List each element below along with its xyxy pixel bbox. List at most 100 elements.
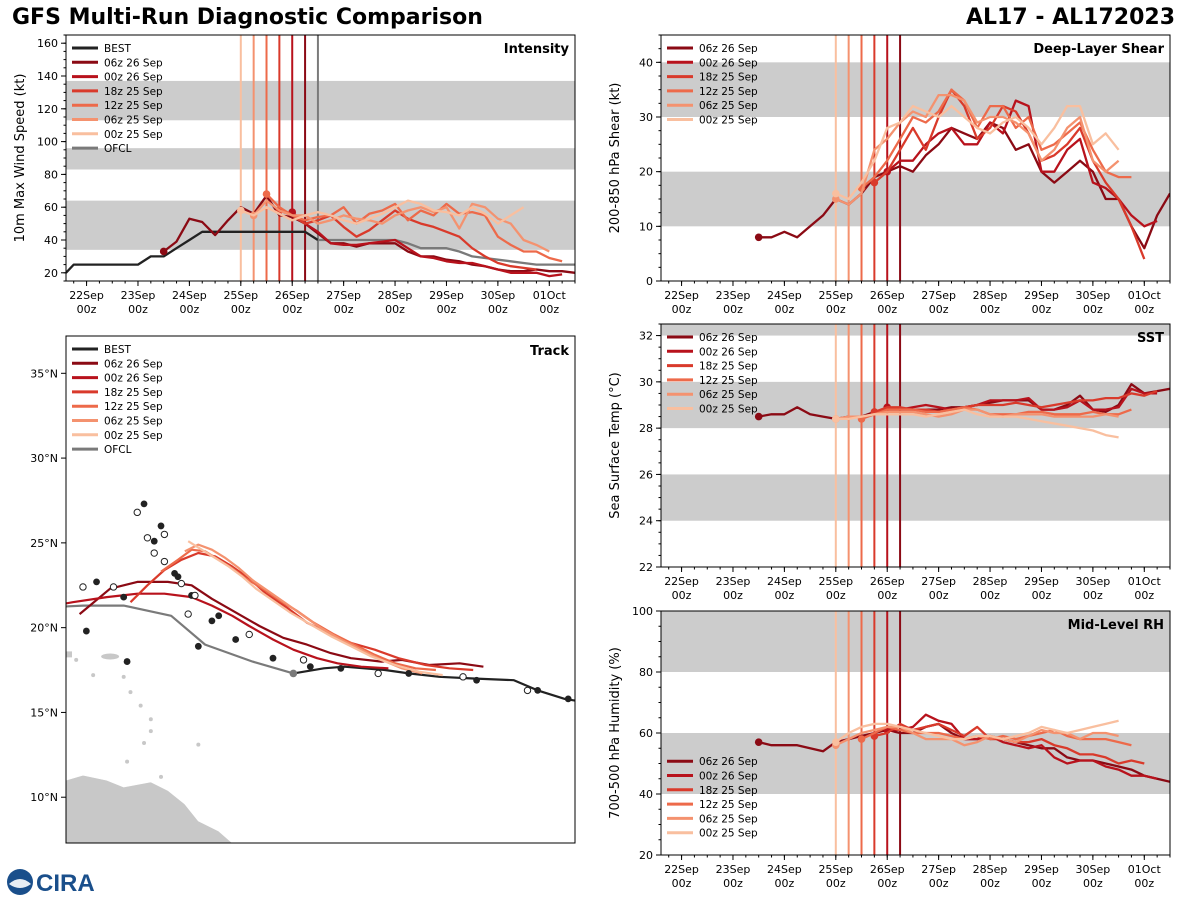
track-ytick-label: 35°N: [30, 367, 58, 380]
shear-series-06z-26-sep: [758, 121, 1170, 250]
panel-rh: 2040608010022Sep00z23Sep00z24Sep00z25Sep…: [608, 605, 1171, 890]
intensity-xtick-sublabel: 00z: [77, 303, 97, 316]
sst-plot-area: [661, 324, 1170, 567]
shear-xtick-sublabel: 00z: [775, 303, 795, 316]
shear-panel-title: Deep-Layer Shear: [1033, 42, 1164, 57]
island: [121, 674, 126, 679]
shear-xtick-label: 30Sep: [1076, 289, 1111, 302]
island: [142, 740, 147, 745]
shear-xtick-label: 23Sep: [716, 289, 751, 302]
sst-series-06z-25-sep: [835, 408, 1119, 421]
rh-series-00z-26-sep: [887, 713, 1158, 780]
rh-init-point-00z-25-sep: [832, 738, 840, 746]
sst-xtick-sublabel: 00z: [723, 589, 743, 602]
intensity-panel-title: Intensity: [504, 42, 570, 57]
intensity-ytick-label: 20: [44, 267, 58, 280]
track-panel-title: Track: [530, 344, 569, 359]
intensity-ytick-label: 140: [37, 70, 58, 83]
island: [159, 774, 164, 779]
legend-label-06z-25-sep: 06z 25 Sep: [699, 813, 758, 825]
sst-xtick-sublabel: 00z: [775, 589, 795, 602]
sst-series-00z-25-sep: [835, 408, 1119, 439]
track-point-filled: [232, 636, 240, 643]
shear-xtick-sublabel: 00z: [1032, 303, 1052, 316]
sst-xtick-sublabel: 00z: [1134, 589, 1154, 602]
track-ofcl-init-point: [289, 669, 298, 678]
track-18z-25-sep: [129, 551, 474, 672]
shear-series-18z-25-sep: [873, 88, 1146, 260]
rh-xtick-sublabel: 00z: [672, 877, 692, 890]
sst-xtick-label: 22Sep: [664, 575, 699, 588]
sst-ytick-label: 30: [639, 376, 653, 389]
track-ytick-label: 15°N: [30, 706, 58, 719]
panel-shear: 01020304022Sep00z23Sep00z24Sep00z25Sep00…: [608, 34, 1171, 316]
sst-panel-title: SST: [1137, 331, 1164, 346]
cira-logo: CIRA: [7, 869, 95, 897]
legend-label-18z-25-sep: 18z 25 Sep: [104, 86, 163, 98]
track-point-filled: [93, 578, 100, 586]
shear-xtick-label: 29Sep: [1024, 289, 1059, 302]
sst-xtick-sublabel: 00z: [672, 589, 692, 602]
intensity-plot-area: [66, 35, 575, 281]
rh-ylabel: 700-500 hPa Humidity (%): [608, 647, 623, 819]
legend-label-00z-25-sep: 00z 25 Sep: [104, 430, 163, 442]
intensity-xtick-sublabel: 00z: [282, 303, 302, 316]
intensity-xtick-label: 26Sep: [275, 289, 310, 302]
intensity-ytick-label: 160: [37, 37, 58, 50]
rh-xtick-sublabel: 00z: [1032, 877, 1052, 890]
shear-xtick-sublabel: 00z: [672, 303, 692, 316]
shear-ytick-label: 10: [639, 220, 653, 233]
track-point-open: [160, 530, 169, 539]
legend-label-00z-26-sep: 00z 26 Sep: [104, 373, 163, 385]
island: [66, 651, 72, 658]
rh-plot-area: [661, 611, 1170, 855]
legend-label-00z-26-sep: 00z 26 Sep: [104, 72, 163, 84]
intensity-xtick-label: 27Sep: [326, 289, 361, 302]
track-point-filled: [120, 593, 128, 601]
track-point-filled: [56, 587, 63, 594]
legend-label-06z-26-sep: 06z 26 Sep: [699, 756, 758, 768]
track-ytick-label: 25°N: [30, 537, 58, 550]
rh-ytick-label: 100: [632, 605, 653, 618]
shear-ytick-label: 20: [639, 166, 653, 179]
legend-label-18z-25-sep: 18z 25 Sep: [699, 785, 758, 797]
island: [148, 717, 153, 722]
sst-ytick-label: 32: [639, 330, 653, 343]
sst-xtick-sublabel: 00z: [1032, 589, 1052, 602]
rh-xtick-sublabel: 00z: [826, 877, 846, 890]
shear-xtick-label: 26Sep: [870, 289, 905, 302]
shear-xtick-label: 22Sep: [664, 289, 699, 302]
rh-xtick-sublabel: 00z: [929, 877, 949, 890]
track-point-open: [245, 630, 253, 639]
track-point-filled: [405, 670, 413, 677]
island: [128, 690, 133, 695]
track-point-filled: [174, 573, 182, 581]
rh-ytick-label: 80: [639, 666, 653, 679]
logo-text: CIRA: [36, 870, 95, 897]
intensity-xtick-sublabel: 00z: [488, 303, 508, 316]
rh-xtick-label: 29Sep: [1024, 863, 1059, 876]
shear-init-point-18z-25-sep: [870, 178, 879, 187]
sst-xtick-label: 30Sep: [1076, 575, 1111, 588]
legend-label-12z-25-sep: 12z 25 Sep: [699, 375, 758, 387]
sst-init-point-06z-26-sep: [754, 412, 763, 421]
legend-label-12z-25-sep: 12z 25 Sep: [699, 799, 758, 811]
track-point-filled: [150, 537, 158, 545]
sst-xtick-label: 25Sep: [818, 575, 853, 588]
shear-ylabel: 200-850 hPa Shear (kt): [608, 83, 623, 234]
track-map-area: [56, 500, 575, 843]
legend-label-06z-26-sep: 06z 26 Sep: [104, 57, 163, 69]
intensity-xtick-label: 22Sep: [69, 289, 104, 302]
shear-xtick-label: 25Sep: [818, 289, 853, 302]
island: [74, 657, 79, 662]
intensity-xtick-label: 28Sep: [378, 289, 413, 302]
shear-xtick-sublabel: 00z: [929, 303, 949, 316]
rh-xtick-label: 30Sep: [1076, 863, 1111, 876]
sst-xtick-label: 28Sep: [973, 575, 1008, 588]
intensity-xtick-label: 30Sep: [481, 289, 516, 302]
intensity-init-point-06z-26-sep: [159, 247, 168, 256]
shear-xtick-label: 27Sep: [921, 289, 956, 302]
track-point-filled: [208, 617, 216, 625]
intensity-xtick-label: 01Oct: [533, 289, 567, 302]
